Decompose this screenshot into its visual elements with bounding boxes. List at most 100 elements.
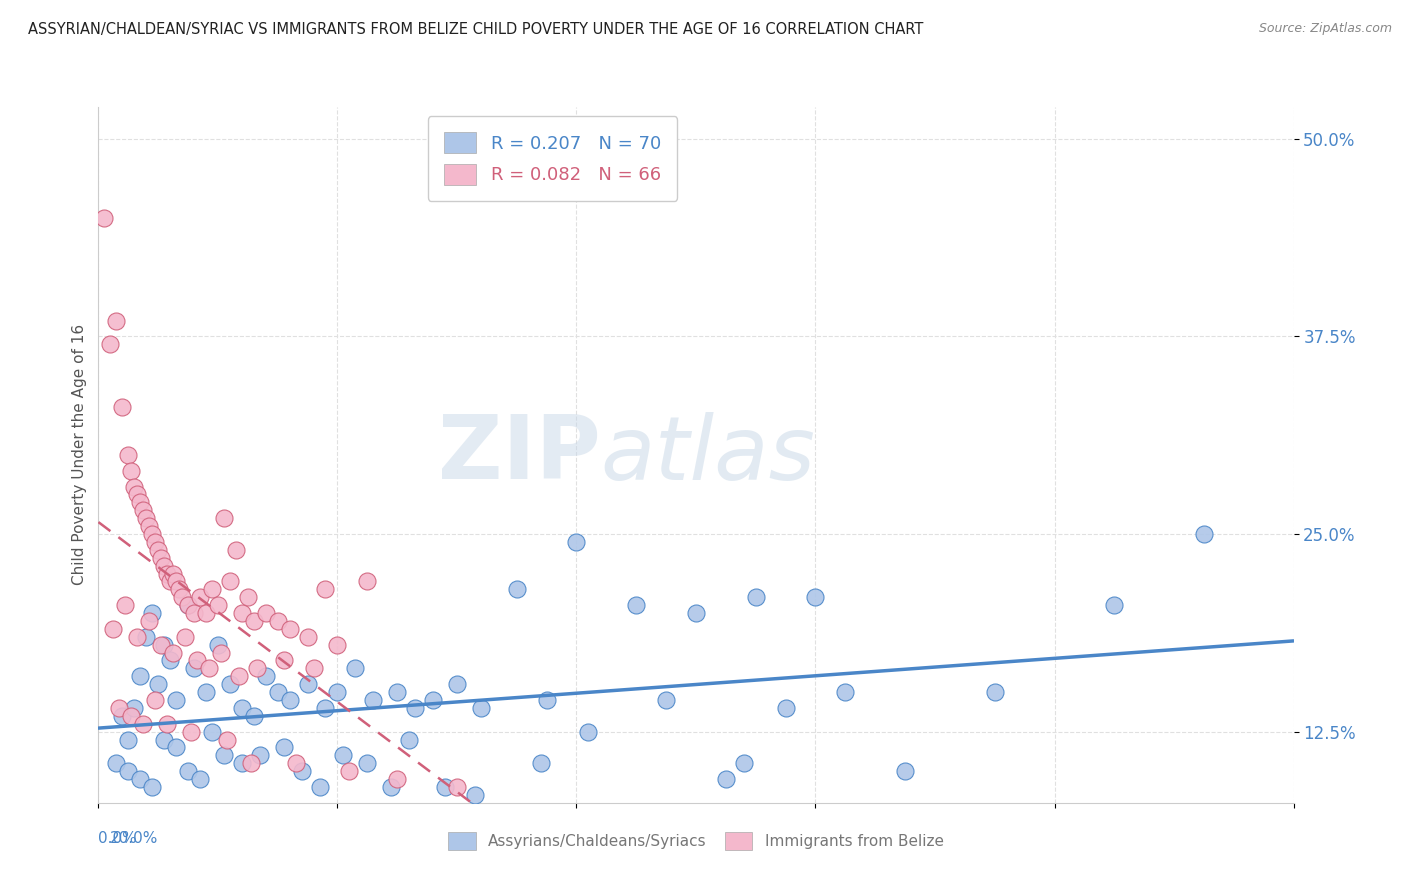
- Point: [278, 622, 301, 636]
- Point: [127, 487, 149, 501]
- Point: [236, 591, 259, 605]
- Point: [302, 661, 325, 675]
- Point: [655, 693, 678, 707]
- Point: [105, 756, 128, 771]
- Point: [156, 716, 179, 731]
- Point: [162, 566, 184, 581]
- Point: [254, 669, 277, 683]
- Point: [363, 693, 385, 707]
- Point: [141, 606, 163, 620]
- Point: [177, 764, 200, 779]
- Point: [103, 622, 125, 636]
- Point: [177, 598, 200, 612]
- Point: [124, 479, 146, 493]
- Point: [132, 503, 155, 517]
- Point: [117, 448, 139, 462]
- Point: [626, 598, 648, 612]
- Point: [398, 732, 420, 747]
- Point: [385, 685, 409, 699]
- Point: [315, 701, 337, 715]
- Point: [422, 693, 444, 707]
- Point: [565, 534, 588, 549]
- Text: ZIP: ZIP: [437, 411, 600, 499]
- Point: [153, 732, 176, 747]
- Point: [129, 772, 152, 786]
- Point: [150, 550, 173, 565]
- Point: [117, 764, 139, 779]
- Legend: Assyrians/Chaldeans/Syriacs, Immigrants from Belize: Assyrians/Chaldeans/Syriacs, Immigrants …: [440, 825, 952, 858]
- Point: [141, 780, 163, 794]
- Point: [834, 685, 856, 699]
- Point: [129, 495, 152, 509]
- Text: ASSYRIAN/CHALDEAN/SYRIAC VS IMMIGRANTS FROM BELIZE CHILD POVERTY UNDER THE AGE O: ASSYRIAN/CHALDEAN/SYRIAC VS IMMIGRANTS F…: [28, 22, 924, 37]
- Point: [225, 542, 247, 557]
- Point: [356, 574, 378, 589]
- Point: [745, 591, 768, 605]
- Point: [231, 606, 253, 620]
- Point: [231, 701, 253, 715]
- Point: [141, 527, 163, 541]
- Point: [127, 630, 149, 644]
- Point: [186, 653, 208, 667]
- Point: [499, 890, 522, 892]
- Point: [273, 740, 295, 755]
- Point: [201, 582, 224, 597]
- Point: [434, 780, 457, 794]
- Point: [984, 685, 1007, 699]
- Point: [138, 519, 160, 533]
- Point: [111, 708, 134, 723]
- Point: [156, 566, 179, 581]
- Point: [108, 701, 131, 715]
- Text: 20.0%: 20.0%: [110, 830, 159, 846]
- Point: [297, 630, 319, 644]
- Text: atlas: atlas: [600, 412, 815, 498]
- Point: [153, 638, 176, 652]
- Point: [150, 638, 173, 652]
- Text: 0.0%: 0.0%: [98, 830, 138, 846]
- Point: [165, 740, 187, 755]
- Point: [228, 669, 250, 683]
- Point: [188, 591, 211, 605]
- Point: [308, 780, 330, 794]
- Point: [243, 708, 266, 723]
- Point: [733, 756, 755, 771]
- Point: [326, 685, 349, 699]
- Point: [219, 574, 242, 589]
- Point: [249, 748, 271, 763]
- Point: [195, 685, 218, 699]
- Point: [1104, 598, 1126, 612]
- Point: [167, 582, 190, 597]
- Point: [714, 772, 737, 786]
- Text: Source: ZipAtlas.com: Source: ZipAtlas.com: [1258, 22, 1392, 36]
- Point: [344, 661, 367, 675]
- Point: [159, 653, 181, 667]
- Point: [198, 661, 221, 675]
- Point: [138, 614, 160, 628]
- Point: [284, 756, 307, 771]
- Point: [135, 630, 157, 644]
- Point: [804, 591, 827, 605]
- Point: [297, 677, 319, 691]
- Point: [404, 701, 426, 715]
- Point: [180, 724, 202, 739]
- Point: [326, 638, 349, 652]
- Point: [530, 756, 553, 771]
- Point: [165, 693, 187, 707]
- Point: [356, 756, 378, 771]
- Point: [98, 337, 122, 351]
- Point: [207, 598, 229, 612]
- Point: [1192, 527, 1215, 541]
- Point: [120, 464, 142, 478]
- Point: [148, 677, 170, 691]
- Point: [153, 558, 176, 573]
- Point: [273, 653, 295, 667]
- Point: [188, 772, 211, 786]
- Point: [219, 677, 242, 691]
- Point: [239, 756, 262, 771]
- Point: [195, 606, 218, 620]
- Point: [685, 606, 707, 620]
- Point: [177, 598, 200, 612]
- Point: [212, 511, 235, 525]
- Point: [267, 685, 290, 699]
- Point: [470, 701, 492, 715]
